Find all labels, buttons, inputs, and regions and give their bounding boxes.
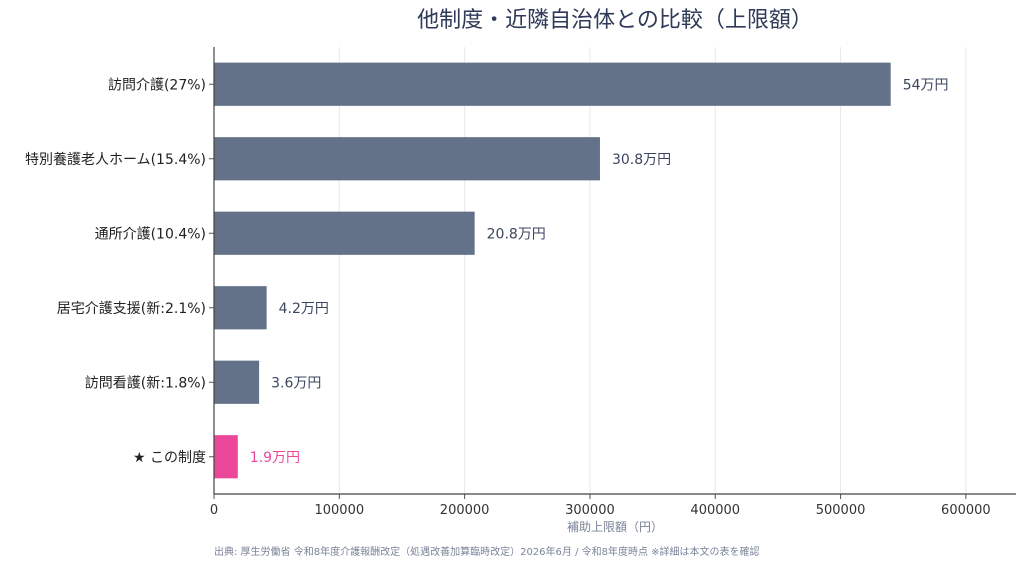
x-tick-label: 600000 xyxy=(941,503,991,518)
bar xyxy=(214,62,891,106)
bar xyxy=(214,137,600,181)
x-tick-label: 300000 xyxy=(565,503,615,518)
chart-title: 他制度・近隣自治体との比較（上限額） xyxy=(417,8,813,33)
data-label: 54万円 xyxy=(903,77,949,93)
category-label: 通所介護(10.4%) xyxy=(95,226,206,242)
data-label: 3.6万円 xyxy=(271,375,321,391)
axes: 0 100000 200000 300000 400000 500000 600000 訪問介… xyxy=(25,47,1016,534)
x-tick-label: 200000 xyxy=(440,503,490,518)
bar xyxy=(214,360,260,404)
bar xyxy=(214,286,267,330)
bar xyxy=(214,435,238,479)
data-label: 20.8万円 xyxy=(487,226,546,242)
x-tick-label: 400000 xyxy=(690,503,740,518)
x-axis-title: 補助上限額（円） xyxy=(567,520,663,534)
x-tick-label: 500000 xyxy=(816,503,866,518)
source-note: 出典: 厚生労働省 令和8年度介護報酬改定（処遇改善加算臨時改定）2026年6月… xyxy=(214,547,760,558)
bars: 54万円 30.8万円 20.8万円 4.2万円 3.6万円 1.9万円 xyxy=(214,62,949,479)
bar xyxy=(214,211,475,255)
data-label: 30.8万円 xyxy=(612,152,671,168)
x-tick-label: 100000 xyxy=(314,503,364,518)
category-label: 居宅介護支援(新:2.1%) xyxy=(57,301,206,317)
data-label: 4.2万円 xyxy=(279,301,329,317)
category-label: 特別養護老人ホーム(15.4%) xyxy=(25,151,206,168)
grid-lines xyxy=(338,47,967,494)
category-label: ★ この制度 xyxy=(133,450,206,466)
category-label: 訪問看護(新:1.8%) xyxy=(85,375,206,391)
category-label: 訪問介護(27%) xyxy=(108,77,206,93)
data-label: 1.9万円 xyxy=(250,450,300,466)
x-tick-label: 0 xyxy=(210,503,218,518)
